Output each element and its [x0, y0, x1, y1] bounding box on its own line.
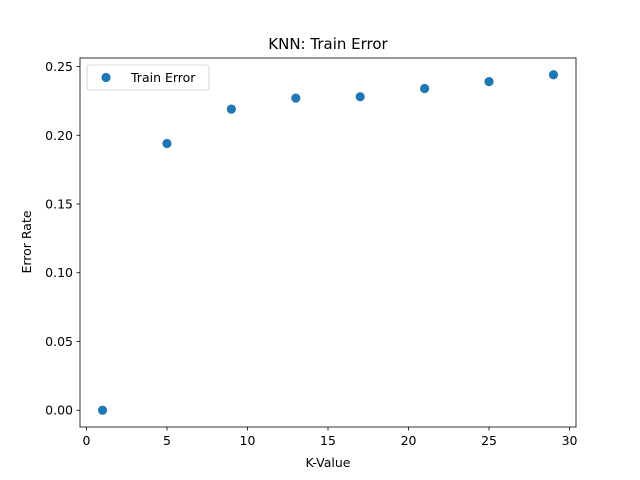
x-tick-label: 25 [481, 433, 497, 448]
x-tick-label: 0 [82, 433, 90, 448]
chart-title: KNN: Train Error [268, 35, 388, 53]
data-point [162, 138, 172, 149]
y-tick-label: 0.25 [45, 59, 73, 74]
data-point [484, 77, 494, 87]
y-tick-label: 0.05 [45, 334, 73, 349]
x-tick-label: 30 [562, 433, 578, 448]
legend: Train Error [86, 64, 210, 91]
y-tick-label: 0.00 [45, 403, 73, 418]
x-tick-label: 20 [401, 433, 417, 448]
legend-box [86, 64, 210, 91]
data-point [548, 70, 559, 80]
data-point [420, 83, 430, 94]
axes-frame [79, 57, 577, 428]
data-point [291, 93, 301, 103]
y-tick-label: 0.20 [45, 128, 73, 143]
y-tick-label: 0.15 [45, 197, 73, 212]
y-tick-label: 0.10 [45, 265, 73, 280]
data-point [226, 104, 236, 114]
x-tick-label: 10 [240, 433, 256, 448]
x-axis-label: K-Value [306, 455, 351, 470]
y-axis-label: Error Rate [19, 210, 34, 273]
plot-area: 0 5 10 15 20 25 30 0.00 0.05 0.10 0.15 0.20 0.25 Trai… [45, 57, 578, 448]
x-tick-label: 15 [320, 433, 336, 448]
data-point [97, 405, 108, 415]
x-tick-label: 5 [163, 433, 171, 448]
legend-label: Train Error [130, 70, 196, 85]
data-point [355, 92, 365, 102]
legend-marker [101, 72, 111, 83]
